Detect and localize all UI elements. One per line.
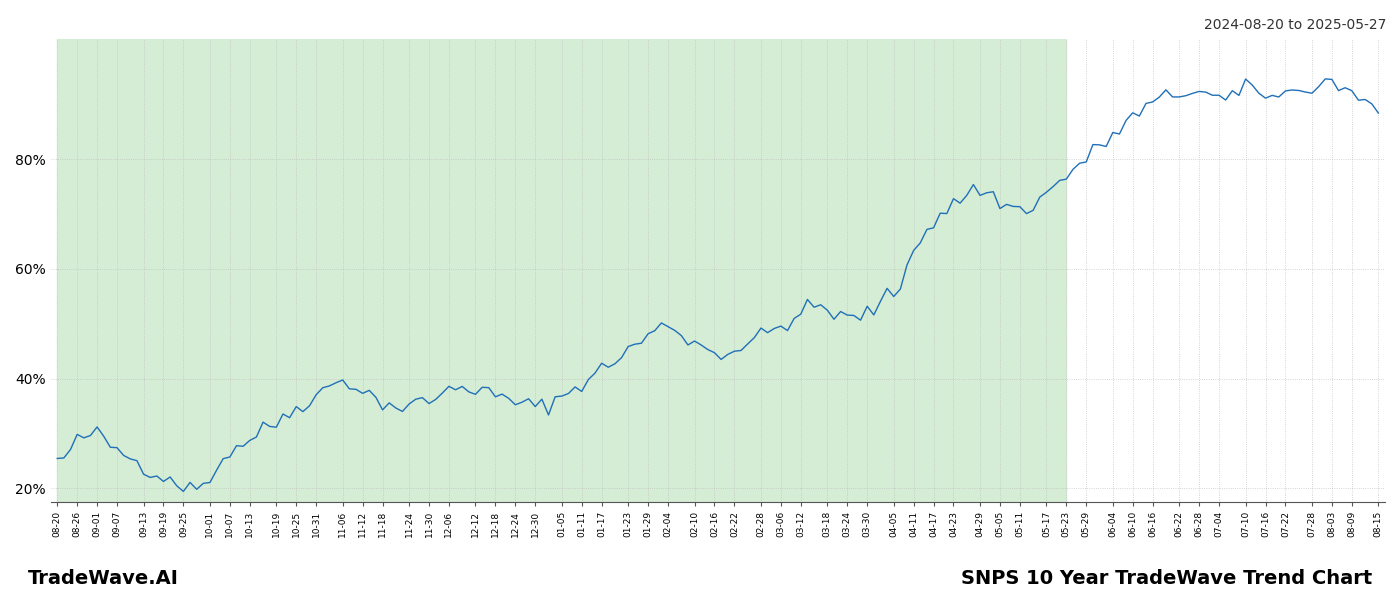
- Text: TradeWave.AI: TradeWave.AI: [28, 569, 179, 588]
- Bar: [57, 39, 1067, 502]
- Text: 2024-08-20 to 2025-05-27: 2024-08-20 to 2025-05-27: [1204, 18, 1386, 32]
- Text: SNPS 10 Year TradeWave Trend Chart: SNPS 10 Year TradeWave Trend Chart: [960, 569, 1372, 588]
